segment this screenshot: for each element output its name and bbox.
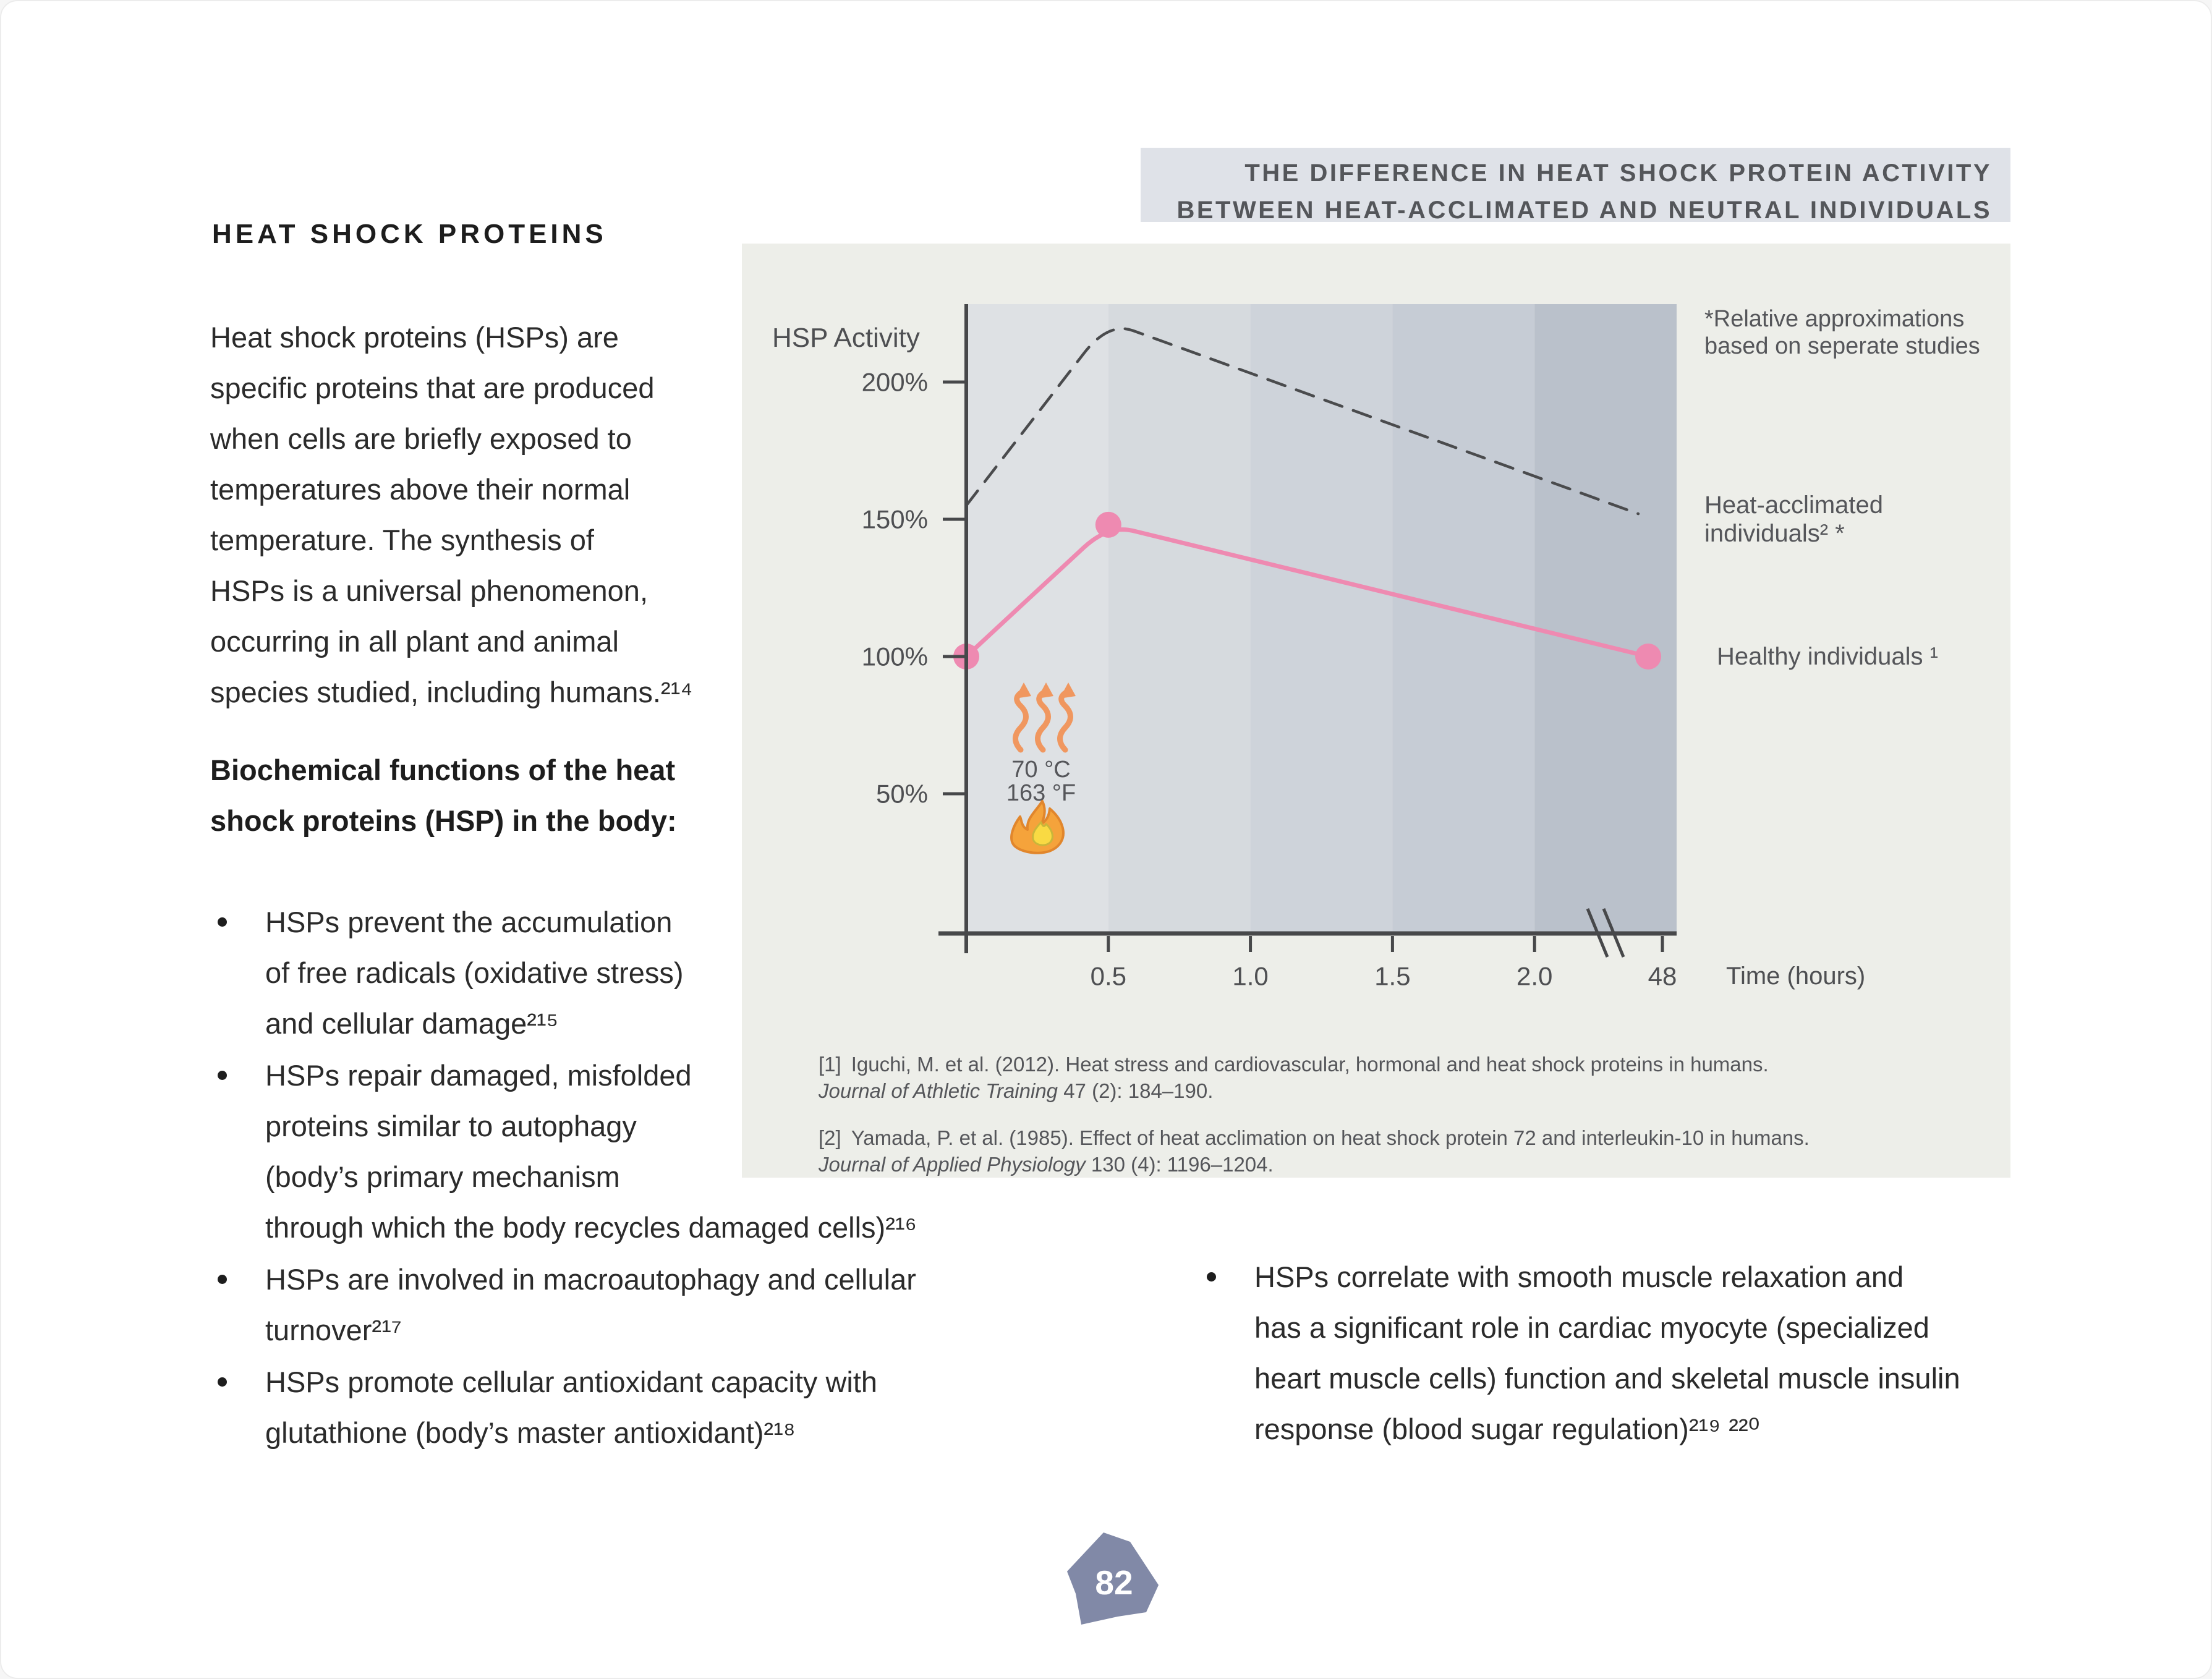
x-axis-title: Time (hours) — [1726, 963, 1866, 990]
bullet-list-left: HSPs prevent the accumulation of free rad… — [218, 897, 917, 1460]
citation-pages: 47 (2): 184–190. — [1058, 1079, 1214, 1102]
bullet-list-right: HSPs correlate with smooth muscle relaxa… — [1207, 1252, 1960, 1456]
legend-heat-acclimated: Heat-acclimated individuals² * — [1704, 491, 1884, 547]
svg-text:2.0: 2.0 — [1516, 962, 1552, 991]
bullet-dot — [218, 1275, 227, 1284]
citation-pages: 130 (4): 1196–1204. — [1085, 1153, 1274, 1176]
svg-text:150%: 150% — [862, 505, 928, 534]
svg-text:50%: 50% — [876, 780, 928, 809]
citation-1: [1] Iguchi, M. et al. (2012). Heat stress… — [819, 1051, 1810, 1104]
svg-text:48: 48 — [1648, 962, 1677, 991]
list-item: HSPs promote cellular antioxidant capaci… — [218, 1357, 917, 1458]
intro-paragraph: Heat shock proteins (HSPs) are specific p… — [210, 321, 693, 708]
chart-title-banner: THE DIFFERENCE IN HEAT SHOCK PROTEIN ACT… — [1141, 148, 2010, 224]
page-number-badge: 82 — [1067, 1532, 1159, 1625]
citation-journal: Journal of Applied Physiology — [819, 1153, 1086, 1176]
list-item: HSPs are involved in macroautophagy and … — [218, 1254, 917, 1356]
list-item: HSPs repair damaged, misfolded proteins s… — [218, 1050, 917, 1253]
badge-shape — [1067, 1532, 1159, 1625]
citation-2: [2] Yamada, P. et al. (1985). Effect of h… — [819, 1124, 1810, 1178]
citation-text: Iguchi, M. et al. (2012). Heat stress an… — [851, 1053, 1769, 1076]
legend-healthy-individuals: Healthy individuals ¹ — [1717, 643, 1938, 670]
bullet-dot — [218, 1071, 227, 1080]
list-item: HSPs correlate with smooth muscle relaxa… — [1207, 1252, 1960, 1455]
svg-text:1.5: 1.5 — [1374, 962, 1410, 991]
svg-text:70 °C: 70 °C — [1011, 757, 1070, 783]
y-axis-title: HSP Activity — [772, 323, 920, 353]
svg-text:1.0: 1.0 — [1232, 962, 1268, 991]
bullet-dot — [218, 917, 227, 927]
page-number: 82 — [1095, 1563, 1133, 1602]
chart-panel: 200% 150% 100% 50% 0.5 1.0 1.5 2.0 48 70 °C 163 °F… — [742, 244, 2010, 1178]
svg-text:0.5: 0.5 — [1091, 962, 1126, 991]
citation-journal: Journal of Athletic Training — [819, 1079, 1058, 1102]
citation-text: Yamada, P. et al. (1985). Effect of heat… — [851, 1126, 1810, 1149]
page-title: HEAT SHOCK PROTEINS — [212, 219, 607, 249]
svg-text:100%: 100% — [862, 642, 928, 671]
list-item: HSPs prevent the accumulation of free rad… — [218, 897, 917, 1049]
svg-text:200%: 200% — [862, 368, 928, 397]
citation-ref: [1] — [819, 1053, 841, 1076]
chart-footnote: *Relative approximations based on seperat… — [1704, 306, 1980, 359]
citation-ref: [2] — [819, 1126, 841, 1149]
bullet-dot — [218, 1377, 227, 1387]
chart-citations: [1] Iguchi, M. et al. (2012). Heat stress… — [819, 1051, 1810, 1198]
bullet-dot — [1207, 1272, 1216, 1282]
section-subheading: Biochemical functions of the heat shock p… — [210, 754, 677, 837]
